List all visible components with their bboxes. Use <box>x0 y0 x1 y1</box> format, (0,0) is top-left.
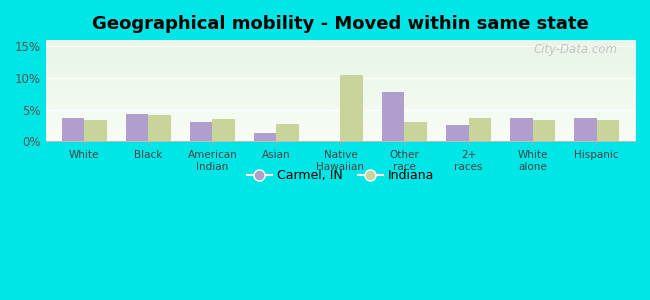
Bar <box>341 75 363 141</box>
Title: Geographical mobility - Moved within same state: Geographical mobility - Moved within sam… <box>92 15 589 33</box>
Bar <box>190 122 213 141</box>
Bar <box>148 115 171 141</box>
Bar <box>404 122 427 141</box>
Bar <box>254 133 276 141</box>
Bar <box>532 120 555 141</box>
Bar <box>62 118 84 141</box>
Bar <box>84 120 107 141</box>
Bar <box>469 118 491 141</box>
Bar <box>510 118 532 141</box>
Bar <box>574 118 597 141</box>
Bar <box>126 114 148 141</box>
Legend: Carmel, IN, Indiana: Carmel, IN, Indiana <box>242 164 439 188</box>
Bar <box>213 119 235 141</box>
Bar <box>446 125 469 141</box>
Text: City-Data.com: City-Data.com <box>533 43 618 56</box>
Bar <box>382 92 404 141</box>
Bar <box>597 120 619 141</box>
Bar <box>276 124 299 141</box>
